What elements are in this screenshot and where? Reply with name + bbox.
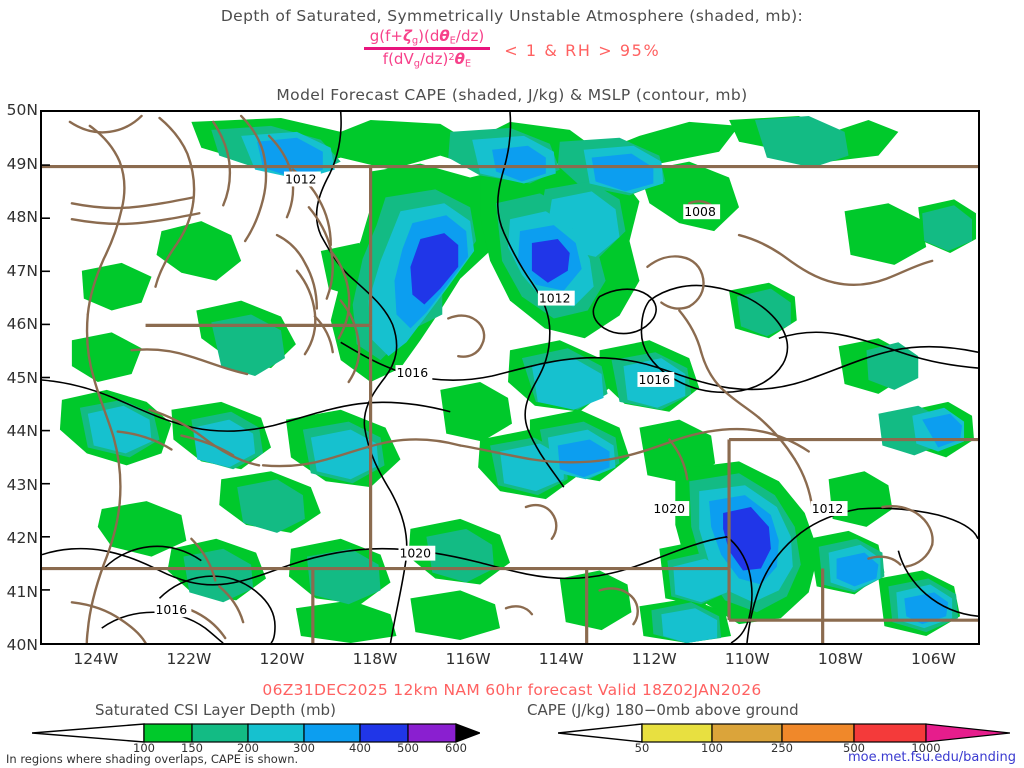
svg-text:1008: 1008: [684, 204, 716, 219]
lon-tick-label: 114W: [538, 650, 584, 668]
contour-labels: 1012 1008 1012 1016 1016 1020 1012 1020: [154, 171, 848, 617]
csi-tick-label: 100: [133, 741, 155, 755]
lat-tick-label: 49N: [6, 154, 38, 173]
lon-tick-label: 118W: [352, 650, 398, 668]
svg-text:1012: 1012: [812, 501, 844, 516]
svg-text:1012: 1012: [285, 171, 317, 186]
cape-tick-label: 250: [771, 741, 793, 755]
lon-tick-label: 116W: [445, 650, 491, 668]
lon-tick-label: 122W: [166, 650, 212, 668]
formula-divider: [363, 47, 491, 51]
credit-link[interactable]: moe.met.fsu.edu/banding: [847, 750, 1016, 765]
lat-tick-label: 50N: [6, 101, 38, 119]
latitude-axis: 50N 49N 48N 47N 46N 45N 44N 43N 42N 41N 40N: [0, 101, 38, 654]
csi-formula: g(f+ζg)(dθE/dz) f(dVg/dz)2θE < 1 & RH > …: [0, 27, 1024, 70]
cape-tick-label: 100: [701, 741, 723, 755]
lat-tick-label: 43N: [6, 475, 38, 494]
formula-numerator: g(f+ζg)(dθE/dz): [369, 27, 485, 47]
cape-colorbar-ticks: 50 100 250 500 1000: [558, 741, 1010, 755]
csi-colorbar: [32, 722, 480, 744]
forecast-map[interactable]: 1012 1008 1012 1016 1016 1020 1012 1020: [40, 110, 980, 645]
map-frame-ticks: [42, 164, 50, 591]
lon-tick-label: 112W: [631, 650, 677, 668]
lat-tick-label: 40N: [6, 636, 38, 654]
lat-tick-label: 42N: [6, 529, 38, 547]
svg-text:1020: 1020: [399, 546, 431, 561]
overlap-note: In regions where shading overlaps, CAPE …: [6, 752, 299, 766]
formula-condition: < 1 & RH > 95%: [504, 41, 661, 61]
lat-tick-label: 41N: [6, 582, 38, 601]
csi-colorbar-ticks: 100 150 200 300 400 500 600: [32, 741, 480, 755]
lon-tick-label: 106W: [910, 650, 956, 668]
cape-tick-label: 1000: [911, 741, 941, 755]
csi-tick-label: 150: [181, 741, 203, 755]
lon-tick-label: 124W: [73, 650, 119, 668]
forecast-info: 06Z31DEC2025 12km NAM 60hr forecast Vali…: [262, 681, 762, 699]
lat-tick-label: 48N: [6, 208, 38, 226]
csi-tick-label: 400: [349, 741, 371, 755]
csi-shading-darkblue: [410, 233, 771, 571]
svg-text:1016: 1016: [638, 372, 670, 387]
formula-fraction: g(f+ζg)(dθE/dz) f(dVg/dz)2θE: [363, 27, 491, 70]
page-title: Depth of Saturated, Symmetrically Unstab…: [220, 7, 804, 25]
lat-tick-label: 47N: [6, 261, 38, 280]
map-canvas: 1012 1008 1012 1016 1016 1020 1012 1020: [42, 112, 978, 643]
cape-colorbar-title: CAPE (J/kg) 180−0mb above ground: [527, 701, 799, 719]
svg-text:1016: 1016: [156, 602, 188, 617]
svg-text:1016: 1016: [396, 365, 428, 380]
lon-tick-label: 110W: [724, 650, 770, 668]
csi-tick-label: 600: [445, 741, 467, 755]
cape-colorbar: [558, 722, 1010, 744]
csi-tick-label: 300: [293, 741, 315, 755]
state-boundaries: [42, 165, 978, 643]
csi-tick-label: 500: [397, 741, 419, 755]
svg-text:1012: 1012: [539, 291, 571, 306]
lat-tick-label: 44N: [6, 422, 38, 440]
formula-denominator: f(dVg/dz)2θE: [382, 50, 472, 70]
csi-tick-label: 200: [237, 741, 259, 755]
svg-text:1020: 1020: [653, 501, 685, 516]
lon-tick-label: 108W: [817, 650, 863, 668]
longitude-axis: 124W 122W 120W 118W 116W 114W 112W 110W 108W 106W: [40, 648, 980, 672]
lat-tick-label: 46N: [6, 315, 38, 333]
lon-tick-label: 120W: [259, 650, 305, 668]
lat-tick-label: 45N: [6, 368, 38, 387]
coastline-terrain: [68, 114, 934, 643]
cape-tick-label: 500: [843, 741, 865, 755]
cape-tick-label: 50: [634, 741, 650, 755]
cape-subtitle: Model Forecast CAPE (shaded, J/kg) & MSL…: [276, 86, 748, 104]
csi-colorbar-title: Saturated CSI Layer Depth (mb): [95, 701, 336, 719]
